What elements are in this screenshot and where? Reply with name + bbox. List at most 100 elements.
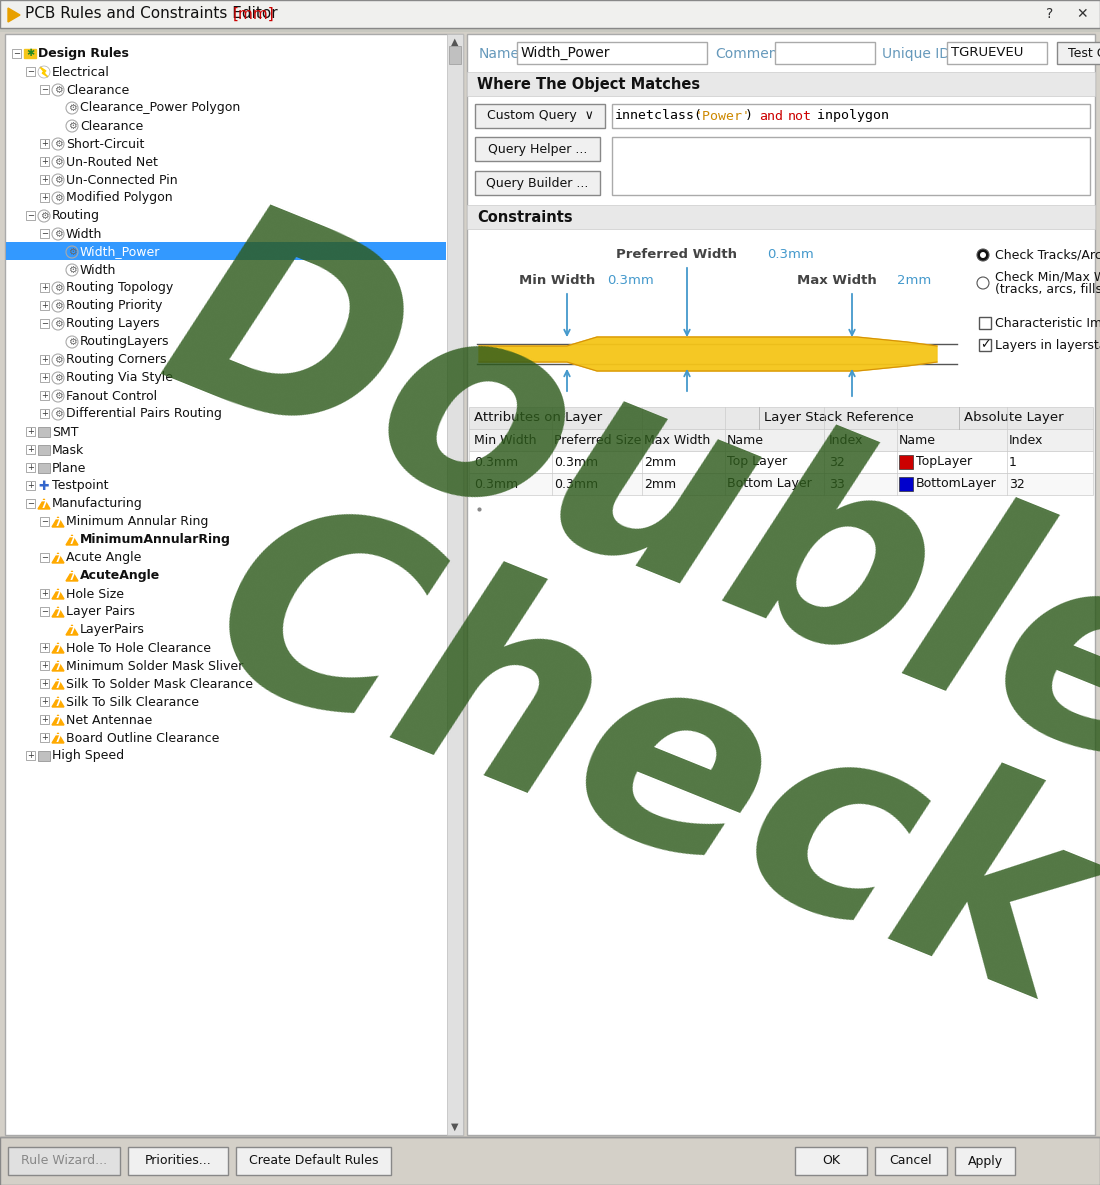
Text: RoutingLayers: RoutingLayers [80, 335, 169, 348]
FancyBboxPatch shape [468, 72, 1094, 96]
Text: 0.3mm: 0.3mm [554, 478, 598, 491]
FancyBboxPatch shape [40, 193, 49, 201]
Text: Width_Power: Width_Power [80, 245, 161, 258]
Text: ⚙: ⚙ [54, 391, 63, 401]
Polygon shape [66, 624, 78, 635]
Polygon shape [24, 49, 36, 58]
Text: Routing Layers: Routing Layers [66, 318, 160, 331]
FancyBboxPatch shape [947, 41, 1047, 64]
FancyBboxPatch shape [26, 446, 35, 454]
Text: 7: 7 [68, 572, 76, 582]
Text: +: + [41, 697, 48, 706]
FancyBboxPatch shape [776, 41, 875, 64]
FancyBboxPatch shape [40, 409, 49, 418]
Text: Routing Topology: Routing Topology [66, 282, 174, 295]
Text: Electrical: Electrical [52, 65, 110, 78]
Text: +: + [41, 193, 48, 201]
Text: 7: 7 [55, 555, 62, 564]
Text: AcuteAngle: AcuteAngle [80, 570, 161, 583]
Text: 7: 7 [55, 680, 62, 690]
Text: 33: 33 [829, 478, 845, 491]
Text: Where The Object Matches: Where The Object Matches [477, 77, 700, 91]
Text: Double: Double [133, 182, 1100, 827]
Text: Clearance: Clearance [66, 83, 130, 96]
Text: Query Helper ...: Query Helper ... [487, 142, 587, 155]
Text: 7: 7 [68, 626, 76, 636]
Text: Rule Wizard...: Rule Wizard... [21, 1154, 107, 1167]
Text: ⚙: ⚙ [40, 211, 48, 220]
FancyBboxPatch shape [26, 211, 35, 220]
Text: Acute Angle: Acute Angle [66, 551, 142, 564]
Text: BottomLayer: BottomLayer [916, 478, 997, 491]
Text: 7: 7 [55, 734, 62, 744]
FancyBboxPatch shape [40, 391, 49, 401]
Polygon shape [52, 643, 64, 653]
FancyBboxPatch shape [612, 104, 1090, 128]
FancyBboxPatch shape [26, 751, 35, 760]
Polygon shape [66, 534, 78, 545]
Text: ⚙: ⚙ [54, 283, 63, 293]
FancyBboxPatch shape [39, 427, 50, 437]
FancyBboxPatch shape [0, 0, 1100, 28]
Text: 7: 7 [55, 518, 62, 529]
Text: (tracks, arcs, fills, pads & vias): (tracks, arcs, fills, pads & vias) [996, 282, 1100, 295]
Text: 7: 7 [55, 590, 62, 600]
FancyBboxPatch shape [449, 46, 461, 64]
Text: 0.3mm: 0.3mm [474, 455, 518, 468]
Text: ⚙: ⚙ [54, 319, 63, 329]
FancyBboxPatch shape [40, 697, 49, 706]
Text: Layer Pairs: Layer Pairs [66, 606, 135, 619]
FancyBboxPatch shape [40, 229, 49, 238]
Text: High Speed: High Speed [52, 749, 124, 762]
Text: −: − [41, 85, 48, 94]
FancyBboxPatch shape [12, 49, 21, 58]
Text: innetclass(: innetclass( [615, 109, 703, 122]
FancyBboxPatch shape [26, 68, 35, 76]
FancyBboxPatch shape [39, 751, 50, 761]
Polygon shape [52, 517, 64, 527]
FancyBboxPatch shape [40, 175, 49, 184]
Text: ⚙: ⚙ [54, 356, 63, 365]
Text: Apply: Apply [967, 1154, 1002, 1167]
Text: LayerPairs: LayerPairs [80, 623, 145, 636]
FancyBboxPatch shape [955, 1147, 1015, 1176]
Text: Silk To Solder Mask Clearance: Silk To Solder Mask Clearance [66, 678, 253, 691]
Text: Clearance: Clearance [80, 120, 143, 133]
FancyBboxPatch shape [612, 137, 1090, 196]
FancyBboxPatch shape [39, 463, 50, 473]
FancyBboxPatch shape [40, 643, 49, 652]
Text: Preferred Width: Preferred Width [616, 249, 737, 262]
Text: ✚: ✚ [39, 480, 50, 493]
Text: Constraints: Constraints [477, 210, 573, 224]
Text: Fanout Control: Fanout Control [66, 390, 157, 403]
FancyBboxPatch shape [874, 1147, 947, 1176]
Text: inpolygon: inpolygon [810, 109, 890, 122]
Text: +: + [41, 391, 48, 401]
Text: Net Antennae: Net Antennae [66, 713, 152, 726]
Text: Attributes on Layer: Attributes on Layer [474, 411, 602, 424]
Polygon shape [40, 68, 48, 77]
Text: Check: Check [176, 472, 1100, 1058]
Polygon shape [52, 715, 64, 725]
Text: ⚙: ⚙ [54, 175, 63, 185]
Text: and: and [759, 109, 783, 122]
Text: ): ) [745, 109, 760, 122]
FancyBboxPatch shape [8, 1147, 120, 1176]
Text: 7: 7 [41, 500, 47, 510]
Text: SMT: SMT [52, 425, 78, 438]
FancyBboxPatch shape [39, 446, 50, 455]
Text: +: + [41, 373, 48, 382]
Text: Routing Via Style: Routing Via Style [66, 372, 173, 384]
Text: Characteristic Impedance Driven Width: Characteristic Impedance Driven Width [996, 316, 1100, 329]
Text: ⚙: ⚙ [54, 229, 63, 239]
FancyBboxPatch shape [40, 734, 49, 742]
Text: OK: OK [822, 1154, 840, 1167]
Text: Differential Pairs Routing: Differential Pairs Routing [66, 408, 222, 421]
Text: +: + [28, 446, 34, 454]
Text: Un-Routed Net: Un-Routed Net [66, 155, 158, 168]
FancyBboxPatch shape [26, 463, 35, 472]
FancyBboxPatch shape [26, 499, 35, 508]
Circle shape [977, 249, 989, 261]
Text: ⚙: ⚙ [67, 246, 76, 257]
Text: [mm]: [mm] [233, 6, 275, 21]
